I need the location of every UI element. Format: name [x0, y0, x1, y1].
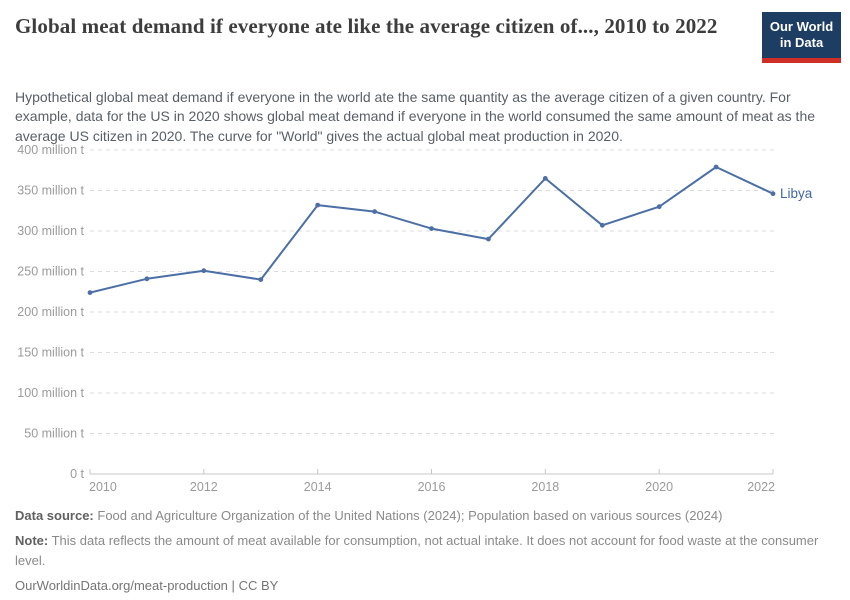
y-tick-label: 300 million t — [17, 224, 84, 238]
y-tick-label: 350 million t — [17, 184, 84, 198]
data-source-line: Data source: Food and Agriculture Organi… — [15, 506, 837, 526]
data-point[interactable] — [372, 209, 377, 214]
canonical-url-link[interactable]: OurWorldinData.org/meat-production — [15, 578, 228, 594]
y-tick-label: 150 million t — [17, 346, 84, 360]
x-tick-label: 2018 — [531, 480, 559, 494]
data-point[interactable] — [542, 176, 548, 181]
data-point[interactable] — [315, 202, 321, 208]
y-tick-label: 50 million t — [24, 427, 84, 441]
x-tick-label: 2012 — [190, 480, 218, 494]
data-point[interactable] — [201, 268, 207, 274]
x-tick-label: 2016 — [418, 480, 446, 494]
data-point[interactable] — [770, 191, 776, 197]
data-point[interactable] — [144, 276, 150, 282]
data-point[interactable] — [713, 164, 719, 170]
data-source-label: Data source: — [15, 508, 94, 523]
data-point[interactable] — [599, 222, 605, 228]
chart-subtitle: Hypothetical global meat demand if every… — [15, 89, 816, 144]
citation-separator: | — [231, 578, 235, 594]
page-title: Global meat demand if everyone ate like … — [15, 14, 718, 38]
x-tick-label: 2020 — [645, 480, 673, 494]
series-end-label[interactable]: Libya — [780, 186, 813, 201]
y-tick-label: 100 million t — [17, 386, 84, 400]
note-text: This data reflects the amount of meat av… — [15, 533, 819, 569]
y-tick-label: 0 t — [70, 467, 84, 481]
owid-logo-line2: in Data — [779, 35, 824, 51]
line-chart-canvas[interactable]: 0 t 50 million t 100 million t 150 million … — [0, 140, 850, 505]
license-label: CC BY — [238, 578, 279, 594]
y-tick-label: 250 million t — [17, 265, 84, 279]
x-tick-label: 2014 — [304, 480, 332, 494]
data-point[interactable] — [486, 236, 491, 242]
footer: Data source: Food and Agriculture Organi… — [15, 506, 837, 600]
data-point[interactable] — [87, 290, 93, 295]
note-line: Note: This data reflects the amount of m… — [15, 531, 837, 571]
data-point[interactable] — [656, 204, 662, 210]
citation-line: OurWorldinData.org/meat-production | CC … — [15, 576, 837, 596]
line-chart[interactable]: 0 t 50 million t 100 million t 150 million … — [0, 140, 850, 505]
data-point[interactable] — [429, 226, 434, 231]
note-label: Note: — [15, 533, 49, 549]
data-source-text: Food and Agriculture Organization of the… — [97, 508, 723, 523]
x-tick-label: 2010 — [89, 480, 117, 494]
owid-logo-line1: Our World — [769, 19, 834, 34]
y-tick-label: 200 million t — [17, 305, 84, 319]
x-tick-label: 2022 — [747, 480, 775, 494]
y-tick-label: 400 million t — [17, 143, 84, 157]
data-point[interactable] — [258, 277, 264, 282]
owid-logo[interactable]: Our World in Data — [762, 12, 841, 63]
